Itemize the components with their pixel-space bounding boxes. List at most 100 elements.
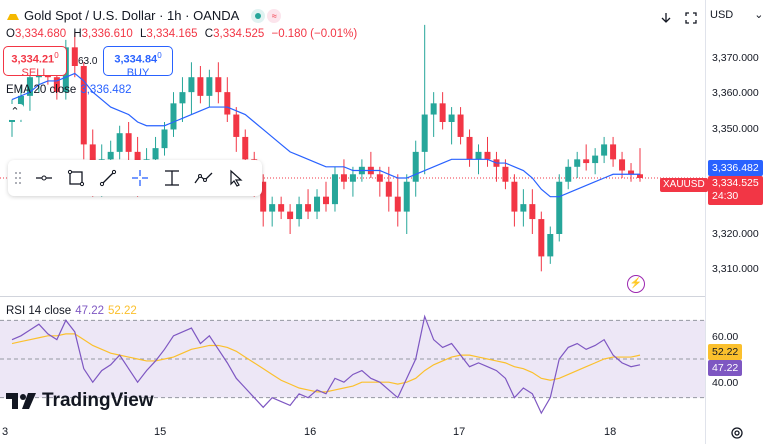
low-label: L [140, 28, 147, 40]
pane-divider[interactable] [0, 296, 705, 297]
candle-body [206, 77, 213, 96]
candle-body [610, 144, 617, 160]
rsi-ma-value: 52.22 [107, 305, 137, 317]
candle-body [323, 196, 329, 205]
rsi-label: RSI 14 close [6, 305, 72, 317]
drag-grip-icon[interactable] [8, 162, 28, 194]
candle-body [628, 170, 635, 175]
buy-price: 3,334.84 [114, 53, 158, 66]
rsi-tick: 60.00 [712, 331, 739, 343]
trend-line-icon[interactable] [92, 162, 124, 194]
buy-label: BUY [126, 66, 150, 79]
candle-body [17, 95, 24, 108]
open-label: O [6, 28, 15, 40]
rsi-legend[interactable]: RSI 14 close 47.22 52.22 [6, 305, 137, 317]
close-value: 3,334.525 [213, 28, 265, 40]
candle-body [592, 155, 599, 164]
sell-button[interactable]: 3,334.210 SELL [3, 46, 67, 79]
candle-body [340, 174, 347, 182]
download-icon[interactable] [656, 8, 676, 28]
candle-body [619, 159, 626, 171]
rectangle-icon[interactable] [60, 162, 92, 194]
candle-body [331, 174, 338, 205]
candle-body [565, 166, 572, 182]
high-value: 3,336.610 [81, 28, 133, 40]
time-label: 3 [2, 426, 9, 438]
candle-body [314, 196, 321, 212]
chevron-up-icon: ⌃ [10, 106, 20, 118]
candle-body [116, 133, 123, 152]
candle-body [475, 151, 482, 160]
fullscreen-icon[interactable] [681, 8, 701, 28]
last-price-value: 3,334.525 [712, 177, 759, 189]
price-chart[interactable] [0, 0, 705, 296]
buy-price-sup: 0 [157, 51, 162, 60]
candle-body [376, 174, 383, 182]
low-value: 3,334.165 [146, 28, 198, 40]
candle-body [637, 174, 643, 178]
candle-body [574, 159, 581, 167]
price-tick: 3,370.000 [712, 52, 759, 64]
candle-body [89, 144, 96, 175]
candle-body [466, 136, 473, 160]
candle-body [197, 77, 204, 96]
price-tick: 3,350.000 [712, 123, 759, 135]
candle-body [502, 166, 509, 182]
ema-price-tag: 3,336.482 [708, 160, 763, 176]
symbol-tag: XAUUSD [660, 178, 708, 192]
candle-body [170, 103, 177, 130]
tradingview-mark-icon [6, 393, 36, 409]
symbol-legend[interactable]: Gold Spot / U.S. Dollar · 1h · OANDA ≈ [6, 8, 282, 23]
candle-body [188, 77, 195, 93]
rsi-tag-value: 47.22 [712, 362, 739, 374]
market-open-icon[interactable] [251, 8, 266, 23]
symbol-title: Gold Spot / U.S. Dollar · 1h · OANDA [24, 8, 240, 23]
candle-body [448, 114, 455, 122]
collapse-legend-button[interactable]: ⌃ [6, 104, 24, 120]
rsi-chart[interactable] [0, 297, 705, 421]
candle-body [71, 47, 78, 66]
cursor-icon[interactable] [220, 162, 252, 194]
rsi-tag: 47.22 [708, 360, 743, 376]
time-label: 18 [604, 426, 617, 438]
last-price-tag: 3,334.525 24:30 [708, 176, 763, 205]
crosshair-icon[interactable] [124, 162, 156, 194]
candle-body [80, 66, 87, 145]
change-value: −0.180 (−0.01%) [271, 28, 358, 40]
candle-body [233, 114, 240, 137]
candle-body [394, 196, 401, 212]
sell-price: 3,334.21 [11, 53, 55, 66]
candle-body [538, 219, 545, 257]
settings-icon[interactable] [730, 426, 744, 440]
candle-body [457, 114, 464, 137]
time-label: 15 [154, 426, 167, 438]
candle-body [439, 103, 446, 122]
candle-body [215, 77, 222, 93]
candle-body [53, 77, 60, 93]
price-range-icon[interactable] [156, 162, 188, 194]
ema-label: EMA 20 close [6, 84, 77, 96]
tradingview-logo[interactable]: TradingView [6, 390, 154, 412]
candle-body [412, 151, 419, 182]
ema-tag-value: 3,336.482 [712, 162, 759, 174]
ema-legend[interactable]: EMA 20 close 3,336.482 [6, 84, 132, 96]
candle-body [269, 204, 276, 212]
logo-text: TradingView [42, 390, 154, 411]
candle-body [403, 181, 410, 212]
candle-body [421, 114, 428, 152]
path-icon[interactable] [188, 162, 220, 194]
candle-body [161, 129, 168, 149]
candle-body [305, 204, 312, 212]
close-label: C [204, 28, 214, 40]
wave-icon[interactable]: ≈ [267, 8, 282, 23]
candle-body [484, 151, 491, 160]
buy-button[interactable]: 3,334.840 BUY [103, 46, 173, 79]
horizontal-line-icon[interactable] [28, 162, 60, 194]
currency-select[interactable]: USD ⌄ [710, 8, 764, 21]
candle-body [547, 234, 554, 257]
gold-icon [7, 13, 19, 20]
drawing-toolbar [8, 160, 262, 196]
candle-body [152, 148, 159, 160]
lightning-icon[interactable]: ⚡ [627, 275, 645, 293]
